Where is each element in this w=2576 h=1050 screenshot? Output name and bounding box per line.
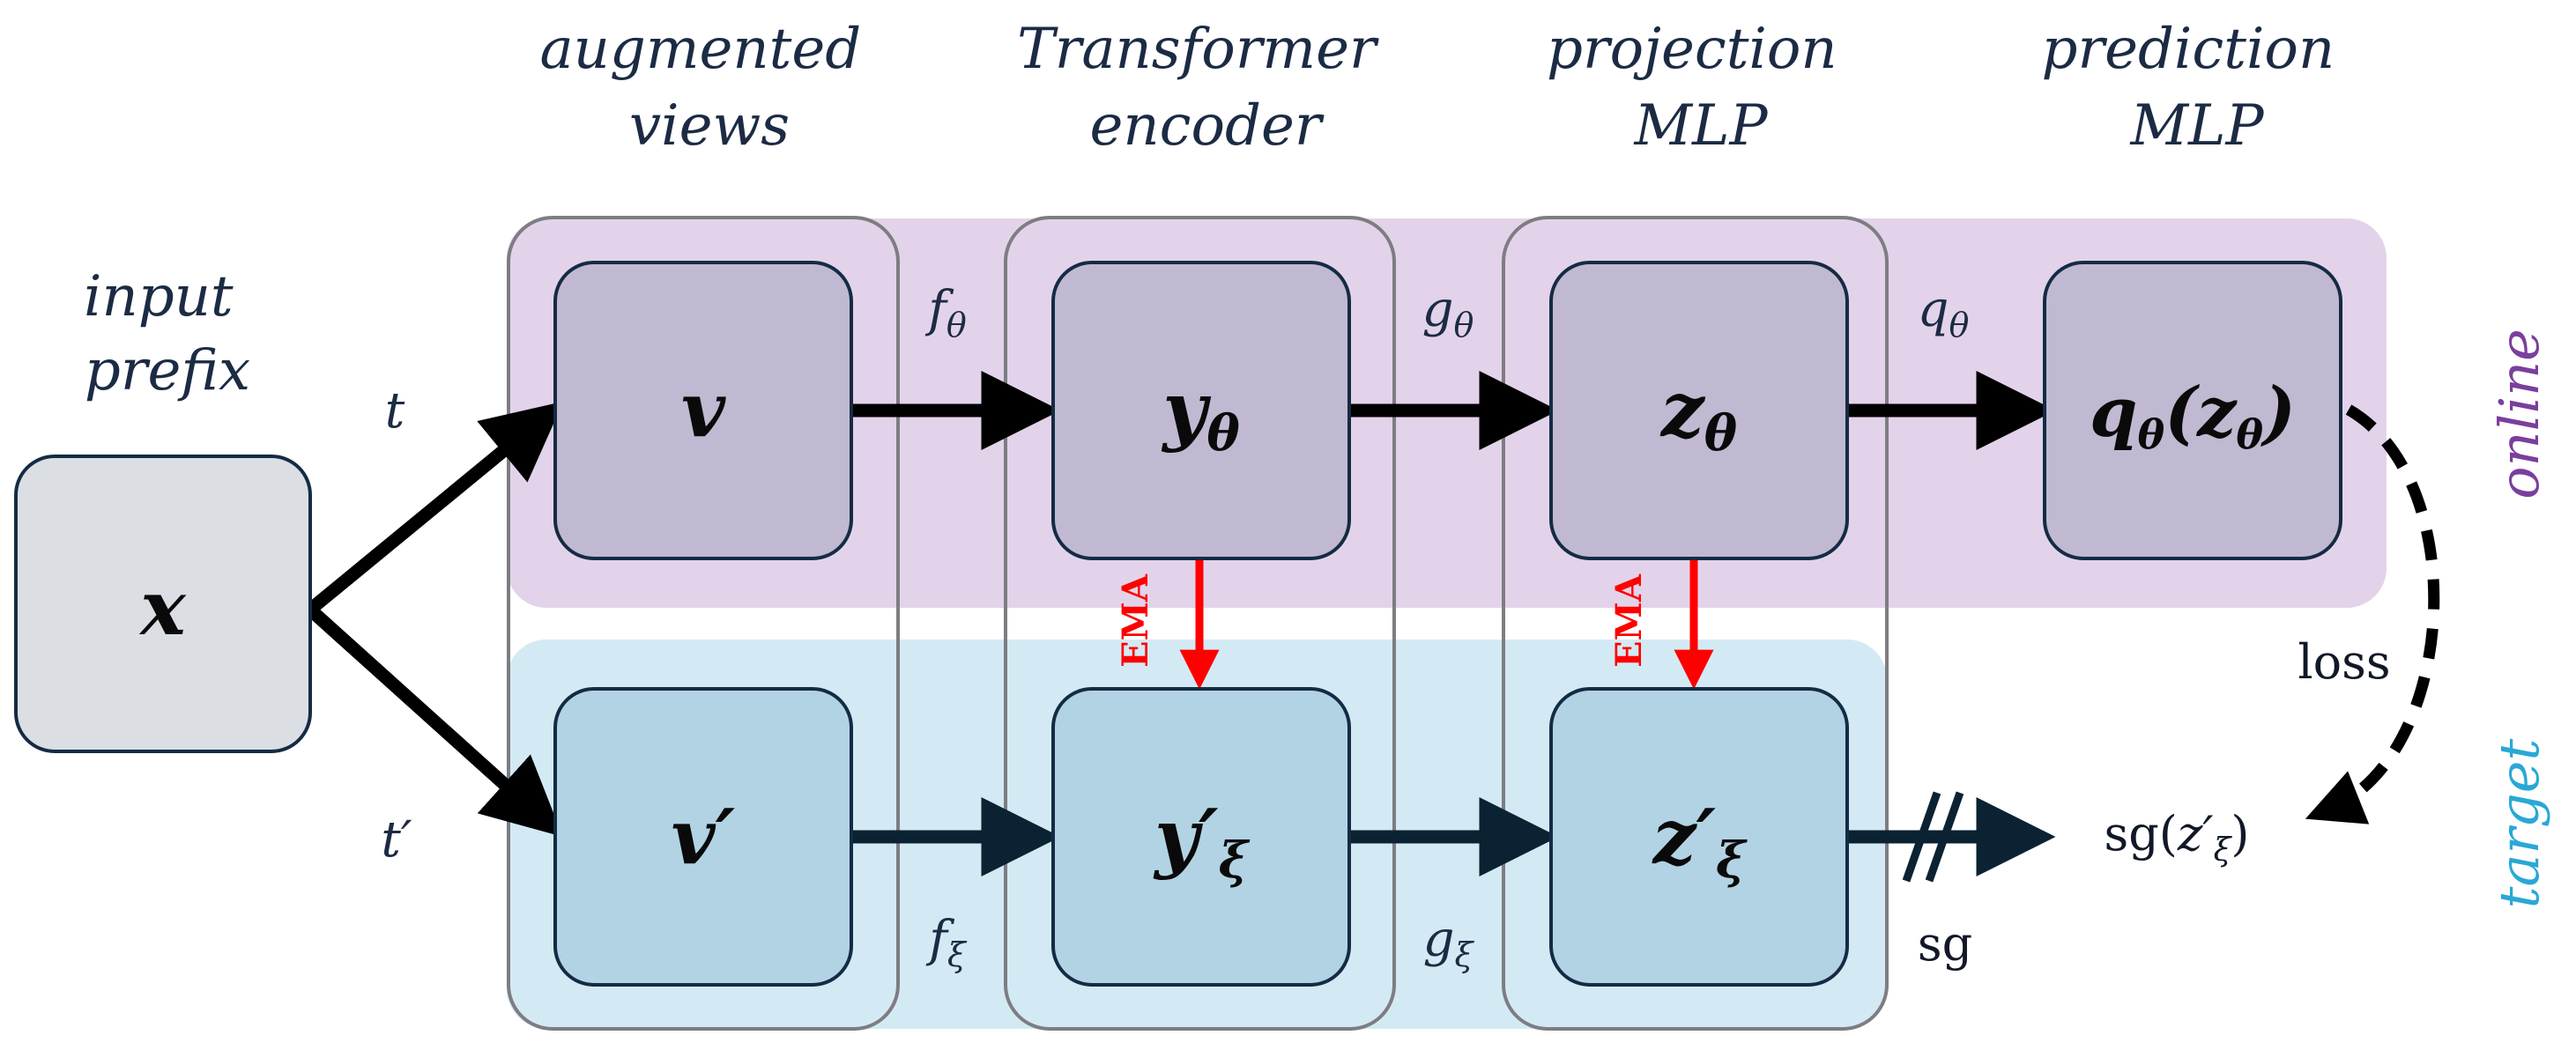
node-x-label: x	[138, 564, 187, 653]
node-q-theta-label: qθ(zθ)	[2090, 373, 2296, 458]
online-label: online	[2487, 329, 2551, 499]
transformer-encoder-header: Transformer encoder	[1017, 17, 1394, 159]
node-v-label: v	[681, 366, 726, 455]
ema-label-projection: EMA	[1608, 573, 1650, 668]
target-label: target	[2487, 739, 2551, 909]
augmented-views-header: augmented views	[539, 17, 879, 159]
ema-label-encoder: EMA	[1115, 573, 1156, 668]
edge-label-t: t	[385, 382, 405, 440]
input-prefix-header: input prefix	[84, 264, 251, 403]
sg-output-label: sg(z′ξ)	[2105, 806, 2250, 869]
node-v-prime-label: v′	[672, 793, 736, 882]
projection-mlp-header: projection MLP	[1547, 17, 1855, 159]
prediction-mlp-header: prediction MLP	[2042, 17, 2353, 159]
loss-label: loss	[2298, 634, 2390, 690]
stop-gradient-label: sg	[1918, 916, 1972, 972]
edge-label-t-prime: t′	[381, 811, 412, 869]
